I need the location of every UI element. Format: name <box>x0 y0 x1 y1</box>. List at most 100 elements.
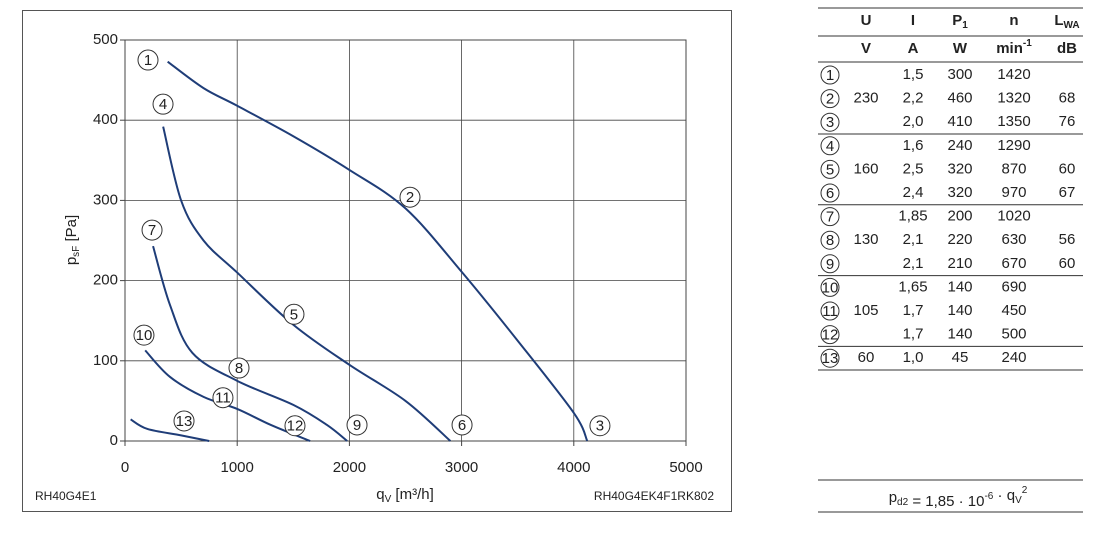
table-cell: 45 <box>952 349 969 366</box>
text-part: L <box>1054 12 1063 29</box>
x-tick-label: 3000 <box>445 459 478 476</box>
annotation-circle <box>346 414 368 436</box>
text-part: U <box>861 12 872 29</box>
row-id: 9 <box>826 256 834 273</box>
text-part: [m³/h] <box>391 486 434 503</box>
text-part: dB <box>1057 40 1077 57</box>
table-cell: 320 <box>947 184 972 201</box>
table-cell: 410 <box>947 113 972 130</box>
table-header: P1 <box>952 12 968 31</box>
row-id: 4 <box>826 138 834 155</box>
text-part: sF <box>71 246 82 257</box>
text-part: [Pa] <box>63 215 80 246</box>
annotation: 4 <box>159 96 167 113</box>
row-badge <box>820 230 840 250</box>
row-id: 13 <box>822 350 839 367</box>
table-cell: 320 <box>947 160 972 177</box>
fan-curve <box>152 245 348 442</box>
text-part: P <box>952 12 962 29</box>
row-badge <box>820 207 840 227</box>
text-part: q <box>376 486 384 503</box>
table-cell: 140 <box>947 278 972 295</box>
y-tick-label: 0 <box>110 432 118 449</box>
table-cell: 970 <box>1001 184 1026 201</box>
text-part: A <box>908 40 919 57</box>
text-part: min <box>996 40 1023 57</box>
annotation-circle <box>173 410 195 432</box>
row-badge <box>820 277 840 297</box>
table-cell: 140 <box>947 326 972 343</box>
annotation: 1 <box>144 52 152 69</box>
x-tick-label: 4000 <box>557 459 590 476</box>
table-cell: 68 <box>1059 90 1076 107</box>
annotation: 6 <box>458 417 466 434</box>
row-id: 5 <box>826 161 834 178</box>
table-cell: 220 <box>947 231 972 248</box>
annotation: 8 <box>235 360 243 377</box>
table-cell: 105 <box>853 302 878 319</box>
annotation: 12 <box>287 418 304 435</box>
y-tick-label: 500 <box>93 31 118 48</box>
annotation-circle <box>141 219 163 241</box>
table-cell: 1,6 <box>903 137 924 154</box>
table-cell: 140 <box>947 302 972 319</box>
table-cell: 1290 <box>997 137 1030 154</box>
row-id: 2 <box>826 91 834 108</box>
y-tick-label: 100 <box>93 352 118 369</box>
table-cell: 670 <box>1001 255 1026 272</box>
x-tick-label: 0 <box>121 459 129 476</box>
text-part: WA <box>1064 20 1080 31</box>
annotation-circle <box>283 303 305 325</box>
text-part: n <box>1009 12 1018 29</box>
table-cell: 1320 <box>997 90 1030 107</box>
table-cell: 1420 <box>997 66 1030 83</box>
annotation-circle <box>589 415 611 437</box>
row-badge <box>820 112 840 132</box>
table-cell: 60 <box>1059 255 1076 272</box>
y-tick-label: 400 <box>93 111 118 128</box>
annotation: 5 <box>290 306 298 323</box>
table-cell: 240 <box>1001 349 1026 366</box>
table-header: A <box>908 40 919 57</box>
row-badge <box>820 301 840 321</box>
table-cell: 690 <box>1001 278 1026 295</box>
x-axis-label: qV [m³/h] <box>376 486 434 505</box>
table-cell: 210 <box>947 255 972 272</box>
row-id: 7 <box>826 209 834 226</box>
table-cell: 230 <box>853 90 878 107</box>
row-badge <box>820 348 840 368</box>
row-badge <box>820 183 840 203</box>
row-id: 1 <box>826 67 834 84</box>
annotation-circle <box>137 49 159 71</box>
table-cell: 2,1 <box>903 231 924 248</box>
table-cell: 1,85 <box>898 208 927 225</box>
table-header: LWA <box>1054 12 1079 31</box>
table-header: dB <box>1057 40 1077 57</box>
table-cell: 2,2 <box>903 90 924 107</box>
table-cell: 1020 <box>997 208 1030 225</box>
annotation: 10 <box>136 327 153 344</box>
table-cell: 160 <box>853 160 878 177</box>
row-badge <box>820 159 840 179</box>
table-cell: 60 <box>1059 160 1076 177</box>
annotation-circle <box>133 324 155 346</box>
table-cell: 630 <box>1001 231 1026 248</box>
table-cell: 1,7 <box>903 302 924 319</box>
table-header: U <box>861 12 872 29</box>
fan-curve <box>162 126 452 442</box>
plot-frame <box>124 39 687 442</box>
table-cell: 1350 <box>997 113 1030 130</box>
row-badge <box>820 254 840 274</box>
table-cell: 1,65 <box>898 278 927 295</box>
row-id: 12 <box>822 327 839 344</box>
table-cell: 67 <box>1059 184 1076 201</box>
row-badge <box>820 325 840 345</box>
chart-frame <box>22 10 732 512</box>
text-part: V <box>861 40 871 57</box>
table-cell: 56 <box>1059 231 1076 248</box>
text-part: p <box>63 257 80 265</box>
table-cell: 450 <box>1001 302 1026 319</box>
text-part: 1 <box>962 20 968 31</box>
text-part: 2 <box>1022 485 1028 496</box>
annotation-circle <box>399 186 421 208</box>
